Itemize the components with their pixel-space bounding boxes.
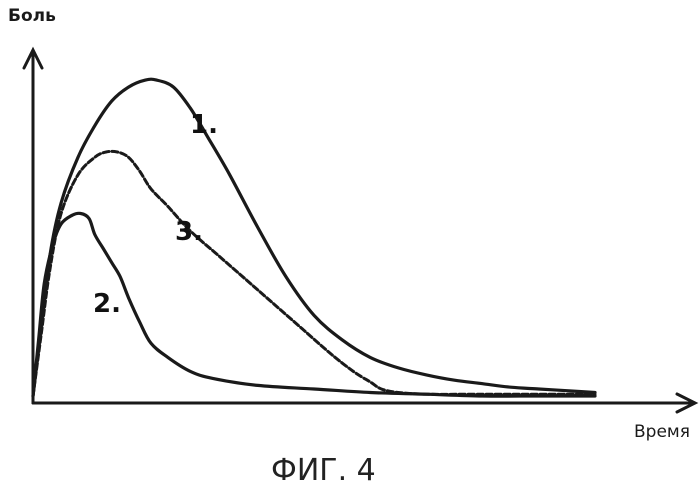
axes [24, 50, 695, 412]
x-axis-label: Время [634, 422, 690, 442]
figure-caption: ФИГ. 4 [271, 453, 376, 488]
series-label-1: 1. [190, 110, 218, 140]
series-layer [33, 79, 595, 396]
y-axis-label: Боль [8, 6, 56, 26]
series-label-3: 3. [175, 217, 203, 247]
series-label-2: 2. [93, 289, 121, 319]
series-line-1 [33, 79, 595, 396]
